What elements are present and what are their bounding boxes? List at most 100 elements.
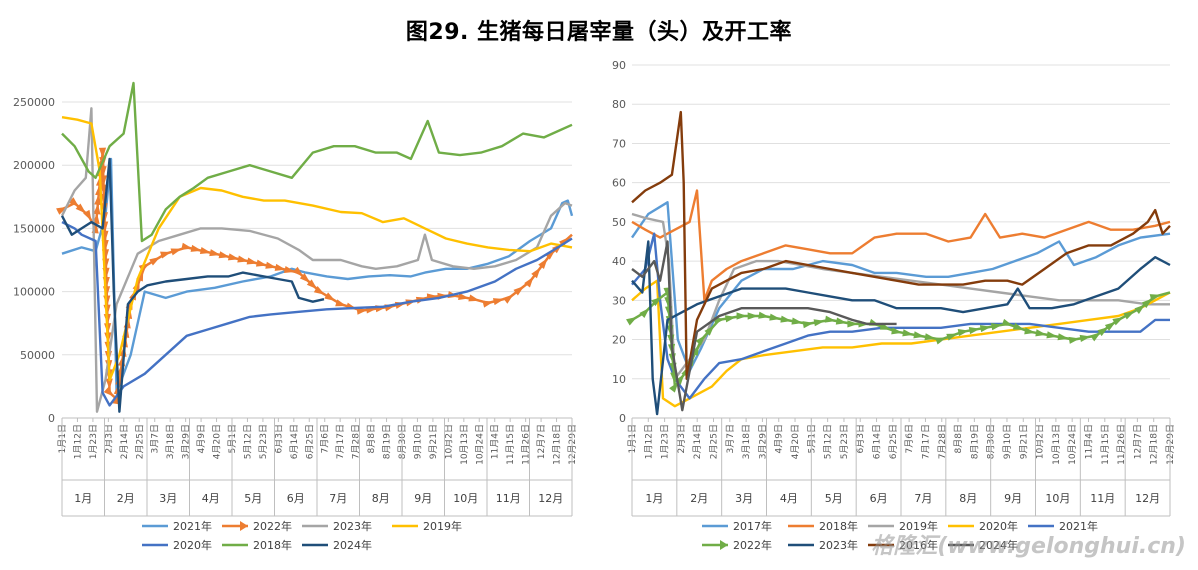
series-marker-2022年 — [190, 244, 202, 252]
series-marker-2022年 — [891, 327, 903, 335]
x-tick-label: 1月23日 — [660, 424, 671, 459]
x-tick-label: 11月26日 — [521, 424, 532, 465]
series-marker-2022年 — [335, 299, 347, 307]
x-tick-label: 8月19日 — [382, 424, 393, 459]
x-tick-label: 6月25日 — [304, 424, 315, 459]
series-marker-2022年 — [93, 203, 101, 215]
x-tick-label: 3月29日 — [181, 424, 192, 459]
x-tick-label: 11月4日 — [490, 424, 501, 459]
series-line-2016年 — [631, 110, 1171, 380]
series-marker-2022年 — [255, 259, 268, 267]
series-marker-2022年 — [199, 247, 212, 255]
x-tick-label: 9月21日 — [428, 424, 439, 459]
legend-label: 2024年 — [333, 538, 372, 552]
x-tick-label: 6月3日 — [855, 424, 866, 453]
x-tick-label: 3月7日 — [150, 424, 161, 453]
series-marker-2022年 — [1149, 294, 1162, 302]
series-marker-2022年 — [626, 316, 638, 326]
legend-label: 2021年 — [1059, 519, 1098, 533]
x-tick-label: 9月21日 — [1018, 424, 1029, 459]
month-label: 12月 — [1135, 492, 1160, 505]
series-line-2023年 — [631, 240, 1171, 416]
x-tick-label: 1月12日 — [643, 424, 654, 459]
series-marker-2022年 — [482, 300, 494, 308]
x-tick-label: 7月6日 — [320, 424, 331, 453]
series-marker-2022年 — [957, 329, 969, 337]
month-label: 3月 — [735, 492, 753, 505]
x-tick-label: 10月2日 — [443, 424, 454, 459]
series-marker-2022年 — [695, 335, 706, 346]
month-label: 2月 — [117, 492, 135, 505]
series-marker-2022年 — [780, 315, 792, 323]
x-tick-label: 7月17日 — [335, 424, 346, 459]
y-tick-label: 50 — [612, 216, 626, 229]
series-marker-2022年 — [246, 257, 258, 265]
y-tick-label: 200000 — [13, 159, 55, 172]
series-marker-2022年 — [747, 312, 759, 320]
series-marker-2022年 — [209, 249, 221, 257]
series-marker-2022年 — [724, 315, 737, 323]
series-marker-2022年 — [160, 251, 172, 259]
series-line-2020年 — [61, 221, 573, 407]
series-marker-2022年 — [299, 273, 311, 283]
y-tick-label: 30 — [612, 294, 626, 307]
x-tick-label: 10月13日 — [459, 424, 470, 465]
month-label: 9月 — [414, 492, 432, 505]
month-label: 3月 — [159, 492, 177, 505]
x-tick-label: 1月12日 — [72, 424, 83, 459]
series-marker-2022年 — [1112, 317, 1124, 326]
x-tick-label: 1月23日 — [88, 424, 99, 459]
x-tick-label: 12月7日 — [536, 424, 547, 459]
x-tick-label: 12月18日 — [552, 424, 563, 465]
series-marker-2022年 — [669, 381, 679, 393]
series-line-2018年 — [61, 81, 573, 243]
legend-label: 2023年 — [333, 519, 372, 533]
x-tick-label: 10月24日 — [474, 424, 485, 465]
x-tick-label: 9月10日 — [1002, 424, 1013, 459]
x-tick-label: 4月20日 — [790, 424, 801, 459]
x-tick-label: 5月23日 — [258, 424, 269, 459]
series-marker-2022年 — [538, 258, 548, 269]
x-tick-label: 10月2日 — [1035, 424, 1046, 459]
series-marker-2022年 — [265, 261, 277, 269]
series-marker-2022年 — [791, 317, 803, 325]
legend-label: 2022年 — [253, 519, 292, 533]
x-tick-label: 8月8日 — [366, 424, 377, 453]
x-tick-label: 11月4日 — [1083, 424, 1094, 459]
legend-label: 2018年 — [819, 519, 858, 533]
x-tick-label: 7月28日 — [351, 424, 362, 459]
series-marker-2022年 — [468, 294, 480, 302]
series-marker-2022年 — [1079, 334, 1091, 342]
series-marker-2022年 — [935, 337, 947, 345]
series-marker-2022年 — [513, 286, 525, 296]
x-tick-label: 5月12日 — [823, 424, 834, 459]
legend-swatch-arrow — [240, 521, 248, 531]
series-marker-2022年 — [913, 331, 925, 339]
series-marker-2022年 — [356, 307, 368, 315]
y-tick-label: 90 — [612, 59, 626, 72]
x-tick-label: 10月13日 — [1051, 424, 1062, 465]
series-marker-2022年 — [492, 298, 505, 306]
series-marker-2022年 — [924, 333, 936, 341]
legend-label: 2020年 — [173, 538, 212, 552]
series-line-2023年 — [60, 107, 573, 413]
x-tick-label: 11月15日 — [1100, 424, 1111, 465]
series-line-2019年 — [61, 116, 573, 382]
series-line-2019年 — [631, 212, 1170, 380]
series-marker-2022年 — [218, 251, 230, 259]
month-label: 11月 — [1090, 492, 1115, 505]
x-tick-label: 2月3日 — [676, 424, 687, 453]
month-label: 8月 — [959, 492, 977, 505]
legend-label: 2021年 — [173, 519, 212, 533]
series-marker-2022年 — [704, 325, 715, 336]
x-tick-label: 2月3日 — [103, 424, 114, 453]
y-tick-label: 60 — [612, 177, 626, 190]
series-marker-2022年 — [292, 266, 304, 277]
legend-swatch-arrow — [720, 540, 728, 550]
series-marker-2022年 — [1134, 304, 1146, 314]
legend-label: 2022年 — [733, 538, 772, 552]
series-marker-2022年 — [1035, 329, 1047, 337]
x-tick-label: 6月3日 — [273, 424, 284, 453]
